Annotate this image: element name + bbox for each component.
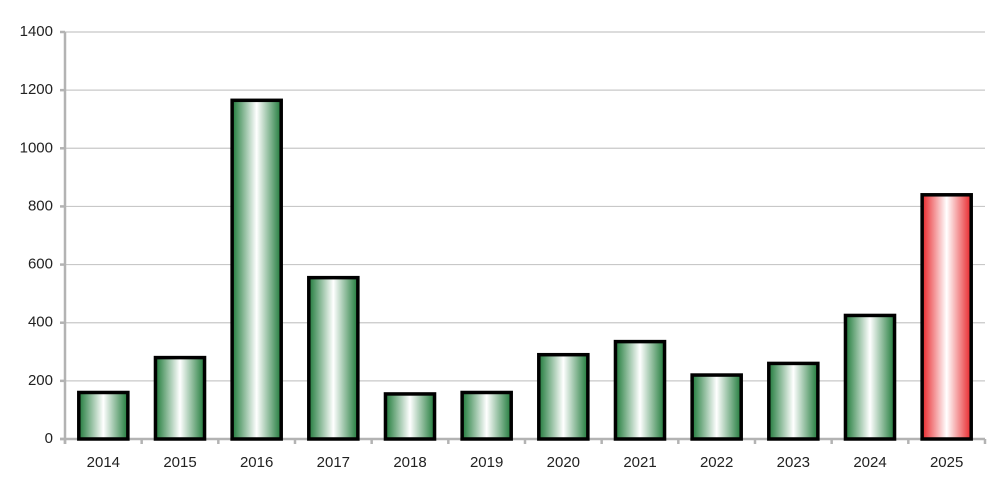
x-tick-label: 2020 xyxy=(547,454,580,471)
bar xyxy=(460,390,513,441)
y-tick-label: 800 xyxy=(28,197,53,214)
y-tick-label: 1000 xyxy=(20,139,53,156)
x-tick-label: 2015 xyxy=(163,454,196,471)
y-tick-label: 200 xyxy=(28,372,53,389)
bar xyxy=(230,98,283,441)
x-tick-label: 2025 xyxy=(930,454,963,471)
x-tick-label: 2023 xyxy=(777,454,810,471)
bar xyxy=(307,275,360,441)
bar xyxy=(843,313,897,441)
y-tick-label: 600 xyxy=(28,256,53,273)
y-tick-label: 400 xyxy=(28,314,53,331)
x-tick-label: 2017 xyxy=(317,454,350,471)
bar xyxy=(383,392,437,441)
x-tick-label: 2024 xyxy=(853,454,886,471)
x-tick-label: 2016 xyxy=(240,454,273,471)
bar xyxy=(613,339,667,441)
x-tick-label: 2022 xyxy=(700,454,733,471)
bar xyxy=(153,355,207,441)
y-tick-label: 0 xyxy=(45,430,53,447)
bar xyxy=(77,390,130,441)
bar xyxy=(537,352,590,441)
x-tick-label: 2018 xyxy=(393,454,426,471)
bar xyxy=(767,361,820,441)
y-tick-label: 1200 xyxy=(20,81,53,98)
x-tick-label: 2019 xyxy=(470,454,503,471)
x-tick-label: 2014 xyxy=(87,454,120,471)
bar xyxy=(920,193,973,441)
bar xyxy=(690,373,743,441)
y-tick-label: 1400 xyxy=(20,23,53,40)
x-tick-label: 2021 xyxy=(623,454,656,471)
